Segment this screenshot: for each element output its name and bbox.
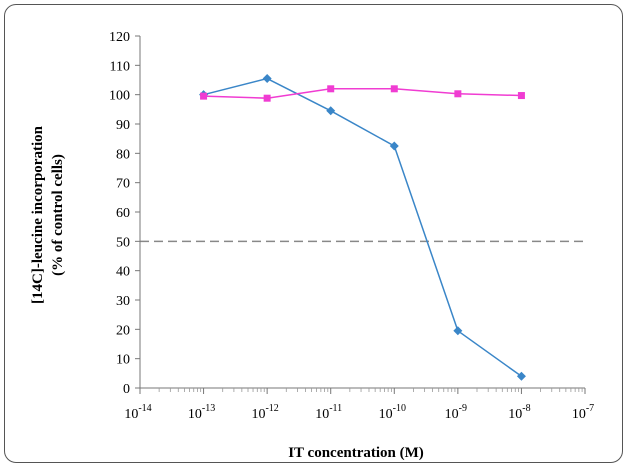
- y-tick-label: 0: [123, 382, 130, 397]
- y-tick-label: 60: [116, 206, 130, 221]
- data-point-square: [327, 85, 335, 93]
- data-point-diamond: [326, 106, 336, 116]
- data-point-diamond: [389, 141, 399, 151]
- data-point-diamond: [262, 74, 272, 84]
- data-point-square: [390, 85, 398, 93]
- x-tick-label: 10-7: [572, 403, 594, 422]
- data-point-diamond: [516, 371, 526, 381]
- plot-area: 0 10 20 30 40 50 60 70 80 90 100 110 120 10-14 10-13 10…: [109, 30, 594, 422]
- y-tick-label: 20: [116, 323, 130, 338]
- y-tick-label: 40: [116, 265, 130, 280]
- x-axis-title: IT concentration (M): [288, 445, 424, 461]
- y-axis-title-line1: [14C]-leucine incorporation: [30, 125, 46, 304]
- x-tick-label: 10-12: [251, 403, 278, 422]
- y-axis-title-line2: (% of control cells): [50, 154, 66, 276]
- x-tick-label: 10-8: [508, 403, 530, 422]
- data-point-diamond: [453, 326, 463, 336]
- x-tick-label: 10-10: [379, 403, 406, 422]
- y-tick-label: 90: [116, 118, 130, 133]
- data-point-square: [454, 90, 462, 98]
- x-tick-label: 10-11: [315, 403, 342, 422]
- y-tick-label: 50: [116, 235, 130, 250]
- data-point-square: [517, 92, 525, 100]
- chart-frame: [4, 4, 623, 463]
- y-tick-label: 80: [116, 147, 130, 162]
- y-tick-label: 70: [116, 177, 130, 192]
- y-tick-label: 100: [109, 89, 130, 104]
- y-tick-label: 30: [116, 294, 130, 309]
- x-tick-label: 10-14: [124, 403, 151, 422]
- series-line-1: [203, 77, 522, 377]
- data-point-square: [263, 94, 271, 102]
- y-tick-label: 120: [109, 30, 130, 45]
- x-tick-label: 10-13: [188, 403, 215, 422]
- y-tick-label: 10: [116, 353, 130, 368]
- data-point-square: [200, 92, 208, 100]
- series-line-2: [203, 88, 522, 99]
- x-tick-label: 10-9: [445, 403, 467, 422]
- y-tick-label: 110: [110, 59, 130, 74]
